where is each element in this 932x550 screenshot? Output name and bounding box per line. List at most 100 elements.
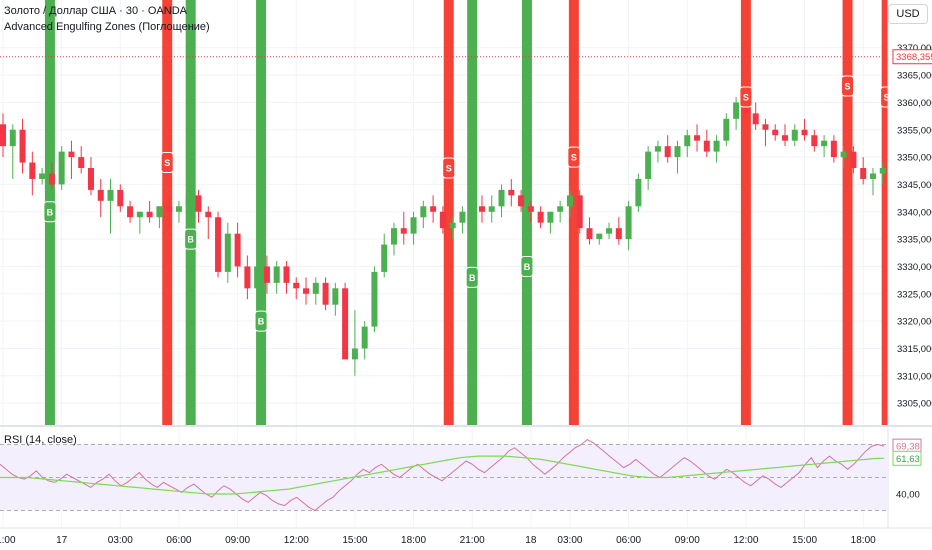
candle-body bbox=[391, 228, 397, 245]
sell-zone bbox=[568, 0, 579, 425]
time-tick-label: 18:00 bbox=[851, 535, 876, 546]
candle-body bbox=[185, 195, 192, 207]
sell-zone bbox=[740, 0, 751, 425]
time-tick-label: 03:00 bbox=[557, 535, 582, 546]
sell-marker-label: S bbox=[845, 82, 851, 92]
candle-body bbox=[195, 195, 202, 212]
candle-body bbox=[449, 222, 456, 229]
candle-body bbox=[498, 189, 505, 207]
price-tick-label: 3350,000 bbox=[897, 153, 932, 164]
price-tick-label: 3370,000 bbox=[897, 43, 932, 54]
candle-body bbox=[381, 244, 388, 272]
candle-body bbox=[205, 211, 212, 218]
time-axis-bg bbox=[0, 528, 932, 550]
candle-body bbox=[39, 173, 46, 179]
time-tick-label: 15:00 bbox=[342, 535, 367, 546]
sell-marker bbox=[442, 157, 456, 179]
candle-body bbox=[772, 129, 779, 136]
price-tick-label: 3355,000 bbox=[897, 125, 932, 136]
sell-zone bbox=[162, 0, 173, 425]
sell-marker-label: S bbox=[446, 164, 452, 174]
candle-body bbox=[869, 173, 876, 179]
candle-body bbox=[342, 288, 349, 360]
sell-zone bbox=[881, 0, 892, 425]
candle-body bbox=[351, 348, 358, 360]
candle-body bbox=[576, 195, 583, 229]
buy-marker-label: B bbox=[524, 262, 531, 272]
candle-body bbox=[645, 151, 652, 179]
candle-body bbox=[664, 146, 671, 158]
candle-body bbox=[879, 168, 886, 174]
candle-body bbox=[234, 233, 241, 267]
rsi-value-label: 69,38 bbox=[896, 442, 920, 453]
candle-body bbox=[87, 168, 94, 190]
candle-body bbox=[0, 124, 6, 147]
price-axis-bg bbox=[888, 0, 932, 550]
buy-marker-label: B bbox=[187, 235, 194, 245]
candle-body bbox=[850, 151, 857, 169]
time-tick-label: 03:00 bbox=[108, 535, 133, 546]
candle-body bbox=[107, 189, 114, 201]
price-tick-label: 3315,000 bbox=[897, 344, 932, 355]
candle-body bbox=[742, 102, 749, 114]
candle-body bbox=[97, 189, 104, 201]
buy-marker-label: B bbox=[258, 317, 265, 327]
buy-marker bbox=[184, 228, 198, 250]
candle-body bbox=[146, 211, 153, 218]
candle-body bbox=[68, 151, 75, 158]
sell-zone bbox=[443, 0, 454, 425]
price-tick-label: 3345,000 bbox=[897, 180, 932, 191]
buy-marker bbox=[254, 310, 268, 332]
buy-marker bbox=[465, 266, 479, 288]
candle-body bbox=[811, 135, 818, 147]
price-tick-label: 3335,000 bbox=[897, 235, 932, 246]
rsi-ma-line bbox=[0, 455, 885, 495]
time-tick-label: 18 bbox=[525, 535, 537, 546]
candle-body bbox=[459, 211, 466, 223]
price-tick-label: 3305,000 bbox=[897, 399, 932, 410]
candle-body bbox=[821, 140, 828, 147]
sell-marker bbox=[567, 146, 581, 168]
candle-body bbox=[557, 206, 564, 212]
symbol-title[interactable]: Золото / Доллар США · 30 · OANDA bbox=[4, 5, 187, 17]
candle-body bbox=[312, 282, 319, 294]
price-tick-label: 3365,000 bbox=[897, 71, 932, 82]
price-tick-label: 3325,000 bbox=[897, 289, 932, 300]
current-price-badge bbox=[892, 49, 932, 65]
currency-button[interactable]: USD bbox=[888, 4, 928, 24]
candle-body bbox=[674, 146, 681, 158]
candle-body bbox=[606, 228, 613, 234]
candle-body bbox=[156, 206, 163, 218]
study-title[interactable]: Advanced Engulfing Zones (Поглощение) bbox=[4, 21, 210, 33]
zone-markers: BSBBSBBSSSSSSB bbox=[43, 75, 894, 332]
buy-zone bbox=[185, 0, 196, 425]
candle-body bbox=[322, 282, 329, 305]
candle-body bbox=[263, 266, 270, 283]
candle-body bbox=[684, 135, 691, 147]
price-tick-label: 3360,000 bbox=[897, 98, 932, 109]
candle-body bbox=[29, 162, 36, 179]
candles bbox=[0, 96, 932, 376]
candle-body bbox=[713, 140, 720, 152]
price-tick-label: 3320,000 bbox=[897, 317, 932, 328]
candle-body bbox=[175, 206, 182, 212]
candle-body bbox=[654, 146, 661, 152]
rsi-title[interactable]: RSI (14, close) bbox=[4, 434, 77, 446]
candle-body bbox=[371, 271, 378, 327]
buy-marker-label: B bbox=[47, 207, 54, 217]
candle-body bbox=[58, 151, 65, 185]
candle-body bbox=[791, 129, 798, 141]
candle-body bbox=[537, 211, 544, 223]
candle-body bbox=[694, 135, 701, 141]
buy-marker bbox=[520, 255, 534, 277]
price-tick-label: 3330,000 bbox=[897, 262, 932, 273]
rsi-ma-badge bbox=[892, 450, 922, 466]
candle-body bbox=[703, 140, 710, 152]
sell-marker-label: S bbox=[571, 153, 577, 163]
sell-marker bbox=[160, 152, 174, 174]
candle-body bbox=[244, 266, 251, 289]
candle-body bbox=[9, 129, 16, 147]
